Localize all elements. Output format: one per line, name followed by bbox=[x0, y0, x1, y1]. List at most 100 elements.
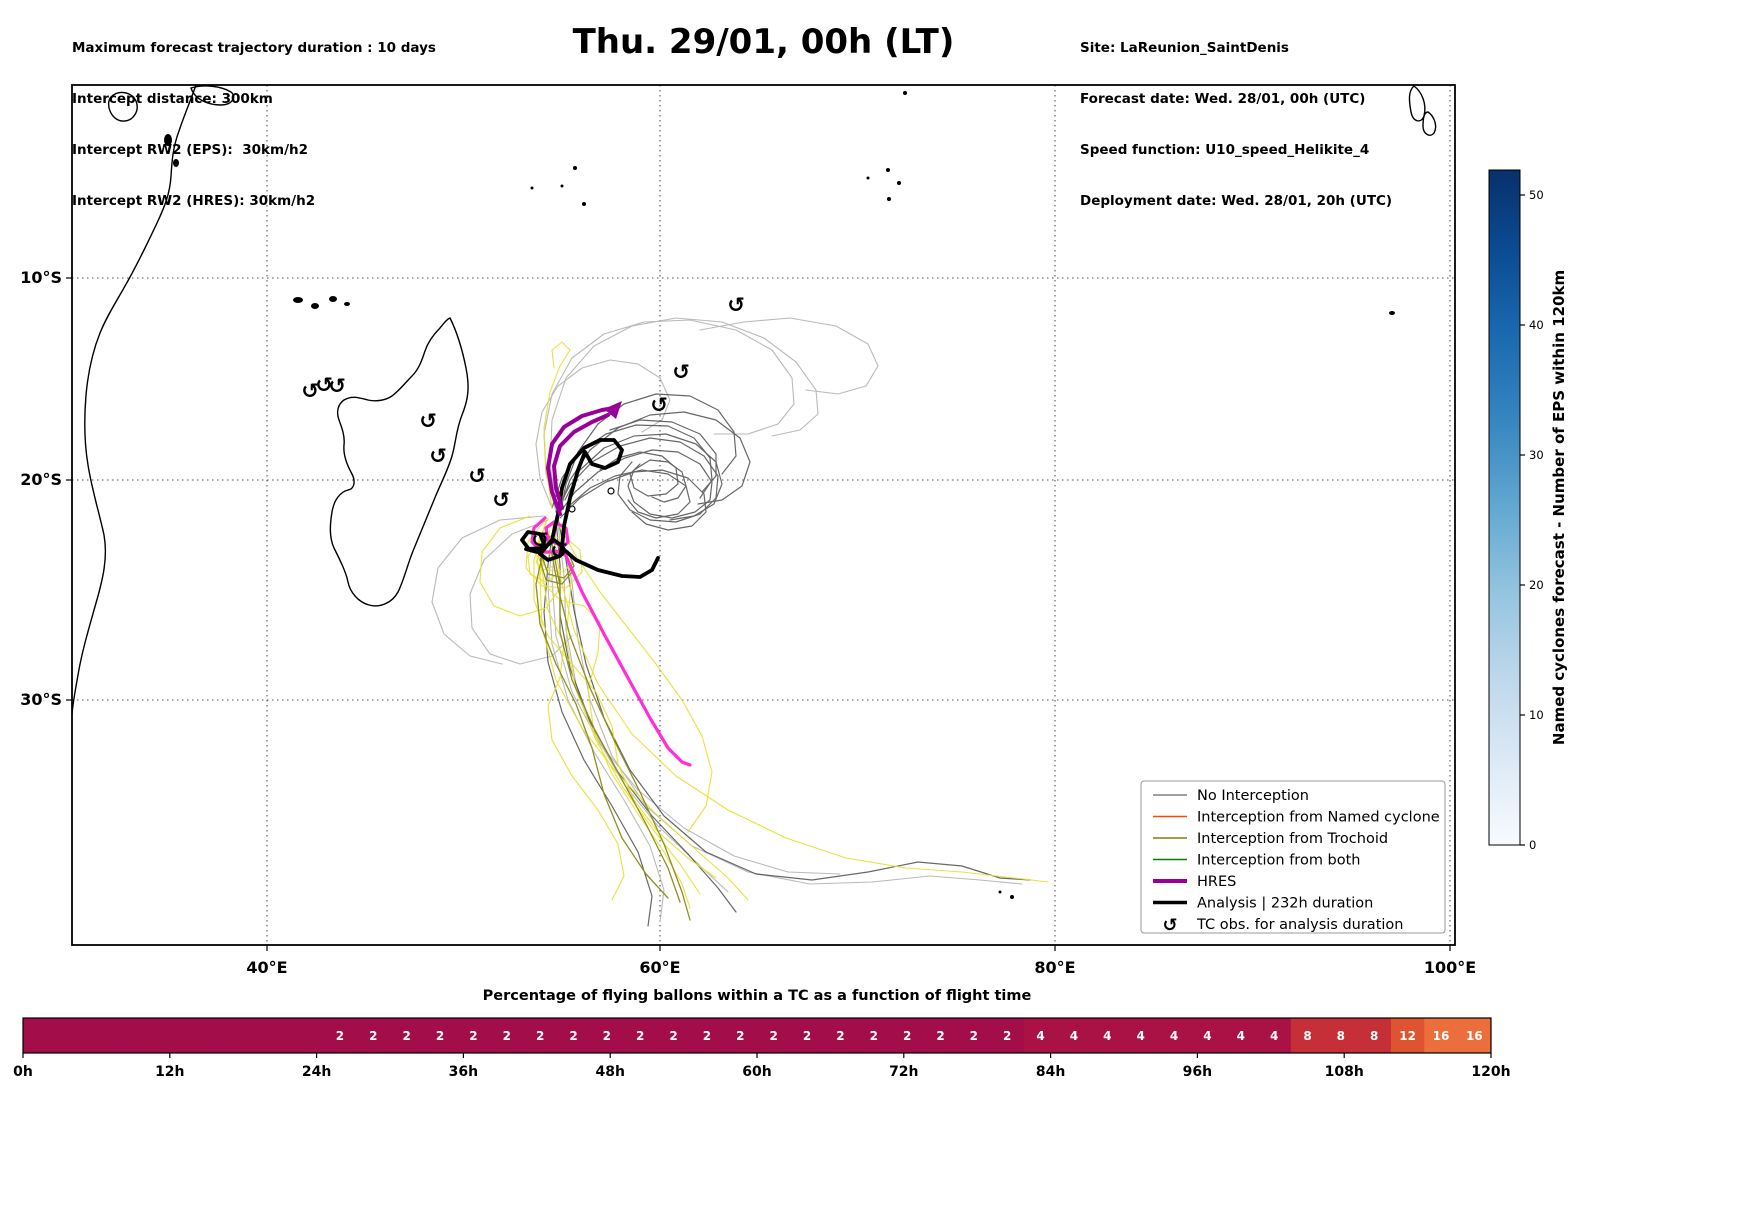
flightbar-value: 8 bbox=[1303, 1029, 1311, 1043]
flightbar-value: 2 bbox=[569, 1029, 577, 1043]
trajectory-ensemble-yellow bbox=[551, 523, 1049, 883]
flightbar-cell bbox=[490, 1018, 524, 1053]
island bbox=[887, 197, 891, 201]
flightbar-value: 2 bbox=[836, 1029, 844, 1043]
trajectory-ensemble-gray-light bbox=[469, 519, 573, 665]
flightbar-cell bbox=[1090, 1018, 1125, 1053]
island bbox=[1010, 895, 1014, 899]
island bbox=[530, 186, 534, 190]
flightbar-tick-label: 72h bbox=[889, 1064, 918, 1080]
flightbar-cell bbox=[1457, 1018, 1492, 1053]
flightbar-value: 2 bbox=[770, 1029, 778, 1043]
param-duration: Maximum forecast trajectory duration : 1… bbox=[72, 40, 436, 56]
flightbar-cell bbox=[923, 1018, 958, 1053]
legend-box bbox=[1140, 780, 1446, 934]
trajectory-ensemble-olive bbox=[539, 539, 691, 921]
param-rw2-hres: Intercept RW2 (HRES): 30km/h2 bbox=[72, 193, 316, 209]
tc-obs-icon: ↺ bbox=[492, 488, 510, 512]
trajectory-ensemble-yellow bbox=[525, 519, 701, 895]
flightbar-cell bbox=[990, 1018, 1025, 1053]
island bbox=[582, 202, 586, 206]
flightbar-value: 2 bbox=[436, 1029, 444, 1043]
flightbar-value: 2 bbox=[469, 1029, 477, 1043]
gridlines bbox=[72, 85, 1455, 945]
flightbar-value: 16 bbox=[1433, 1029, 1450, 1043]
flightbar-cell bbox=[123, 1018, 157, 1053]
trajectory-ensemble-yellow bbox=[541, 529, 625, 901]
colorbar-tick-label: 10 bbox=[1529, 708, 1544, 722]
legend-label: Interception from Named cyclone bbox=[1197, 810, 1440, 826]
flightbar-value: 2 bbox=[503, 1029, 511, 1043]
trajectory-ensemble-gray-light bbox=[559, 527, 1023, 885]
flightbar-value: 4 bbox=[1203, 1029, 1211, 1043]
legend-label: Interception from both bbox=[1197, 853, 1361, 869]
legend-label: TC obs. for analysis duration bbox=[1196, 917, 1403, 933]
flightbar-cell bbox=[89, 1018, 124, 1053]
flightbar-tick-label: 24h bbox=[302, 1064, 331, 1080]
flightbar-value: 4 bbox=[1137, 1029, 1145, 1043]
trajectory-ensemble-gray-light bbox=[543, 319, 795, 513]
flightbar-cell bbox=[1424, 1018, 1459, 1053]
flightbar-cell bbox=[890, 1018, 925, 1053]
flightbar-tick-label: 60h bbox=[742, 1064, 771, 1080]
island bbox=[903, 91, 907, 95]
legend-label: HRES bbox=[1197, 874, 1236, 890]
colorbar-ticks: 0 10 20 30 40 50 bbox=[1520, 188, 1544, 852]
flightbar-title: Percentage of flying ballons within a TC… bbox=[482, 988, 1032, 1004]
flightbar-cell bbox=[1224, 1018, 1258, 1053]
tc-obs-icon: ↺ bbox=[650, 393, 668, 417]
tc-obs-icon: ↺ bbox=[1162, 915, 1177, 936]
y-tick-label: 10°S bbox=[20, 268, 62, 287]
colorbar-tick-label: 50 bbox=[1529, 188, 1544, 202]
coastlines bbox=[71, 84, 1437, 899]
flightbar-cell bbox=[757, 1018, 791, 1053]
flightbar-value: 4 bbox=[1103, 1029, 1111, 1043]
island bbox=[897, 181, 901, 185]
flightbar-value: 4 bbox=[1036, 1029, 1044, 1043]
island bbox=[573, 166, 577, 170]
trajectory-ensemble-gray-dark bbox=[557, 449, 713, 519]
tc-obs-icon: ↺ bbox=[419, 409, 437, 433]
trajectory-hres-track bbox=[546, 406, 616, 516]
x-tick-label: 80°E bbox=[1034, 958, 1075, 977]
flightbar-value: 8 bbox=[1370, 1029, 1378, 1043]
flightbar-tick-label: 84h bbox=[1036, 1064, 1065, 1080]
flightbar-value: 2 bbox=[536, 1029, 544, 1043]
flightbar-cell bbox=[1057, 1018, 1092, 1053]
tc-obs-icon: ↺ bbox=[531, 528, 549, 552]
legend: No Interception Interception from Named c… bbox=[1140, 780, 1446, 936]
axis-ticks: 40°E 60°E 80°E 100°E 10°S 20°S 30°S bbox=[20, 268, 1476, 977]
trajectory-ensemble-olive bbox=[551, 543, 681, 903]
flightbar-cell bbox=[456, 1018, 491, 1053]
flightbar-cell bbox=[1357, 1018, 1392, 1053]
flightbar-cell bbox=[623, 1018, 658, 1053]
flightbar-value: 4 bbox=[1070, 1029, 1078, 1043]
flightbar-value: 4 bbox=[1270, 1029, 1278, 1043]
flightbar-cell bbox=[1124, 1018, 1158, 1053]
trajectory-ensemble-gray-dark bbox=[555, 437, 719, 523]
param-rw2-eps: Intercept RW2 (EPS): 30km/h2 bbox=[72, 142, 308, 158]
tc-obs-icon: ↺ bbox=[468, 464, 486, 488]
trajectory-ensemble-gray-light bbox=[547, 529, 665, 923]
island bbox=[886, 168, 890, 172]
flightbar-value: 2 bbox=[336, 1029, 344, 1043]
flightbar-tick-label: 108h bbox=[1325, 1064, 1364, 1080]
flightbar-value: 2 bbox=[603, 1029, 611, 1043]
trajectory-hres-track bbox=[552, 413, 610, 510]
flightbar-cell bbox=[423, 1018, 458, 1053]
flightbar-cell bbox=[1290, 1018, 1325, 1053]
legend-label: Analysis | 232h duration bbox=[1197, 896, 1373, 912]
trajectory-ensemble-gray-light bbox=[549, 317, 819, 511]
flightbar-value: 12 bbox=[1399, 1029, 1416, 1043]
flightbar-value: 2 bbox=[369, 1029, 377, 1043]
trajectory-ensemble-gray-dark bbox=[564, 433, 723, 521]
flightbar-cell bbox=[957, 1018, 992, 1053]
island bbox=[1389, 311, 1395, 315]
colorbar-tick-label: 20 bbox=[1529, 578, 1544, 592]
site-block: Site: LaReunion_SaintDenis Forecast date… bbox=[1080, 6, 1392, 244]
lake-north-2 bbox=[190, 85, 235, 106]
island bbox=[998, 890, 1002, 894]
trajectory-ensemble-gray-dark bbox=[557, 517, 1031, 881]
trajectory-ensemble-gray-dark bbox=[599, 451, 679, 497]
